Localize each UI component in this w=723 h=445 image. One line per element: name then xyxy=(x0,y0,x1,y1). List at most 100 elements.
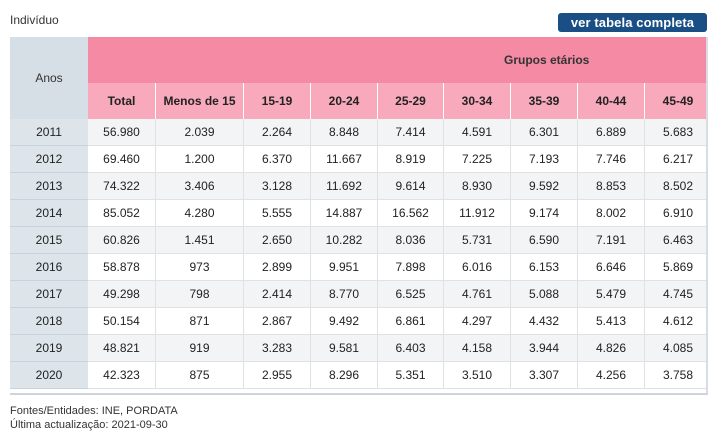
value-cell: 3.283 xyxy=(244,335,311,362)
value-cell: 1.200 xyxy=(156,146,244,173)
value-cell: 6.016 xyxy=(444,254,511,281)
column-header: 35-39 xyxy=(511,83,578,119)
value-cell: 4.745 xyxy=(645,281,706,308)
unit-label: Indivíduo xyxy=(10,13,59,27)
value-cell: 7.191 xyxy=(578,227,645,254)
value-cell: 798 xyxy=(156,281,244,308)
year-cell: 2016 xyxy=(10,254,88,281)
value-cell: 3.307 xyxy=(511,362,578,389)
value-cell: 56.980 xyxy=(88,119,156,146)
value-cell: 5.413 xyxy=(578,308,645,335)
value-cell: 69.460 xyxy=(88,146,156,173)
value-cell: 9.951 xyxy=(311,254,378,281)
value-cell: 3.128 xyxy=(244,173,311,200)
value-cell: 7.225 xyxy=(444,146,511,173)
value-cell: 14.887 xyxy=(311,200,378,227)
value-cell: 8.930 xyxy=(444,173,511,200)
value-cell: 871 xyxy=(156,308,244,335)
value-cell: 8.502 xyxy=(645,173,706,200)
value-cell: 875 xyxy=(156,362,244,389)
value-cell: 2.899 xyxy=(244,254,311,281)
value-cell: 9.614 xyxy=(378,173,444,200)
value-cell: 60.826 xyxy=(88,227,156,254)
value-cell: 1.451 xyxy=(156,227,244,254)
value-cell: 919 xyxy=(156,335,244,362)
value-cell: 5.479 xyxy=(578,281,645,308)
column-header: 20-24 xyxy=(311,83,378,119)
value-cell: 2.414 xyxy=(244,281,311,308)
column-header: 25-29 xyxy=(378,83,444,119)
value-cell: 6.889 xyxy=(578,119,645,146)
value-cell: 42.323 xyxy=(88,362,156,389)
value-cell: 5.555 xyxy=(244,200,311,227)
data-table: Anos Grupos etários Total Menos de 15 15-19 2… xyxy=(10,37,708,394)
value-cell: 16.562 xyxy=(378,200,444,227)
value-cell: 5.731 xyxy=(444,227,511,254)
value-cell: 9.581 xyxy=(311,335,378,362)
year-cell: 2014 xyxy=(10,200,88,227)
value-cell: 3.510 xyxy=(444,362,511,389)
year-cell: 2015 xyxy=(10,227,88,254)
value-cell: 4.612 xyxy=(645,308,706,335)
value-cell: 58.878 xyxy=(88,254,156,281)
value-cell: 4.591 xyxy=(444,119,511,146)
value-cell: 4.158 xyxy=(444,335,511,362)
value-cell: 5.088 xyxy=(511,281,578,308)
value-cell: 2.867 xyxy=(244,308,311,335)
full-table-button[interactable]: ver tabela completa xyxy=(558,13,707,32)
value-cell: 10.282 xyxy=(311,227,378,254)
column-header: Menos de 15 xyxy=(156,83,244,119)
value-cell: 5.351 xyxy=(378,362,444,389)
table-bottom-edge xyxy=(10,393,708,395)
table-grid: Anos Grupos etários Total Menos de 15 15-19 2… xyxy=(10,37,706,394)
year-cell: 2018 xyxy=(10,308,88,335)
value-cell: 8.002 xyxy=(578,200,645,227)
value-cell: 6.217 xyxy=(645,146,706,173)
value-cell: 49.298 xyxy=(88,281,156,308)
value-cell: 4.256 xyxy=(578,362,645,389)
value-cell: 7.746 xyxy=(578,146,645,173)
value-cell: 74.322 xyxy=(88,173,156,200)
value-cell: 3.406 xyxy=(156,173,244,200)
value-cell: 2.039 xyxy=(156,119,244,146)
value-cell: 8.296 xyxy=(311,362,378,389)
value-cell: 4.280 xyxy=(156,200,244,227)
value-cell: 7.898 xyxy=(378,254,444,281)
value-cell: 8.919 xyxy=(378,146,444,173)
column-header: Total xyxy=(88,83,156,119)
value-cell: 6.153 xyxy=(511,254,578,281)
value-cell: 9.174 xyxy=(511,200,578,227)
value-cell: 4.826 xyxy=(578,335,645,362)
value-cell: 973 xyxy=(156,254,244,281)
value-cell: 9.492 xyxy=(311,308,378,335)
value-cell: 6.590 xyxy=(511,227,578,254)
value-cell: 6.301 xyxy=(511,119,578,146)
year-cell: 2011 xyxy=(10,119,88,146)
year-column-header: Anos xyxy=(10,37,88,119)
value-cell: 2.650 xyxy=(244,227,311,254)
last-updated-text: Última actualização: 2021-09-30 xyxy=(10,419,168,431)
value-cell: 5.869 xyxy=(645,254,706,281)
value-cell: 2.264 xyxy=(244,119,311,146)
value-cell: 8.853 xyxy=(578,173,645,200)
sources-text: Fontes/Entidades: INE, PORDATA xyxy=(10,405,178,417)
value-cell: 3.944 xyxy=(511,335,578,362)
value-cell: 11.912 xyxy=(444,200,511,227)
column-header: 15-19 xyxy=(244,83,311,119)
value-cell: 6.370 xyxy=(244,146,311,173)
value-cell: 6.463 xyxy=(645,227,706,254)
value-cell: 6.910 xyxy=(645,200,706,227)
value-cell: 8.770 xyxy=(311,281,378,308)
value-cell: 2.955 xyxy=(244,362,311,389)
value-cell: 48.821 xyxy=(88,335,156,362)
value-cell: 6.525 xyxy=(378,281,444,308)
year-cell: 2019 xyxy=(10,335,88,362)
column-header: 30-34 xyxy=(444,83,511,119)
value-cell: 8.848 xyxy=(311,119,378,146)
column-header: 40-44 xyxy=(578,83,645,119)
value-cell: 6.646 xyxy=(578,254,645,281)
value-cell: 6.403 xyxy=(378,335,444,362)
value-cell: 3.758 xyxy=(645,362,706,389)
value-cell: 4.432 xyxy=(511,308,578,335)
value-cell: 11.667 xyxy=(311,146,378,173)
